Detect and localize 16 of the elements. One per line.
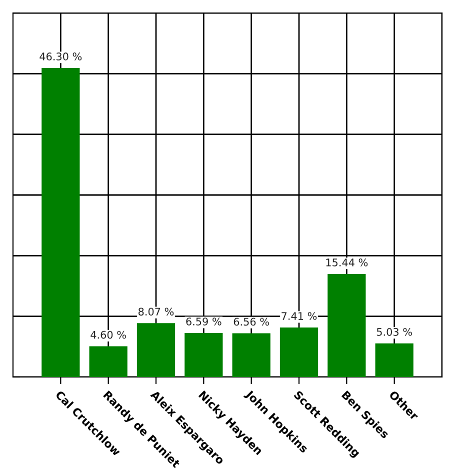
data-label: 4.60 %	[90, 330, 126, 339]
bar	[89, 346, 128, 377]
data-label: 5.03 %	[376, 328, 412, 336]
bar	[42, 68, 80, 377]
bar	[232, 333, 270, 377]
data-label: 6.59 %	[186, 318, 222, 326]
data-label: 8.07 %	[138, 308, 174, 316]
bar	[136, 323, 176, 377]
bar	[280, 328, 318, 377]
data-label: 6.56 %	[234, 318, 269, 326]
data-label: 7.41 %	[282, 312, 317, 320]
bar	[328, 274, 366, 377]
data-label: 15.44 %	[326, 258, 368, 266]
bar	[375, 343, 414, 377]
data-label: 46.30 %	[40, 52, 82, 60]
bar	[184, 333, 223, 377]
